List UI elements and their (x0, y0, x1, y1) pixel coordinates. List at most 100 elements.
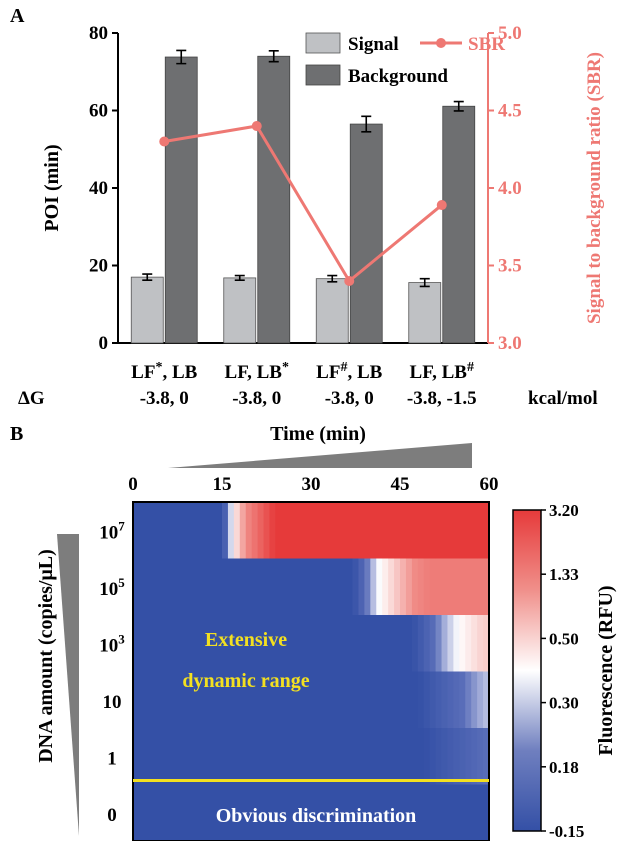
heatmap-cell (465, 728, 472, 785)
heatmap-cell (400, 502, 407, 559)
heatmap-cell (233, 558, 241, 616)
heatmap-cell (376, 558, 383, 616)
heatmap-cell (435, 615, 442, 672)
heatmap-cell (180, 558, 187, 616)
sbr-line (164, 124, 443, 284)
heatmap-cell (328, 502, 336, 559)
heatmap-cell (429, 615, 436, 672)
bar-background (257, 55, 291, 344)
heatmap-cell (364, 728, 371, 785)
heatmap-cell (222, 558, 229, 616)
heatmap-cell (346, 671, 353, 729)
bar-signal (315, 278, 349, 344)
heatmap-cell (133, 502, 140, 559)
heatmap-cell (311, 728, 318, 785)
legend-marker-sbr (436, 38, 446, 48)
heatmap-cell (299, 671, 306, 729)
heatmap-cell (204, 728, 211, 785)
heatmap-cell (465, 784, 472, 842)
heatmap-cell (471, 784, 478, 842)
error-bar-signal (142, 273, 153, 282)
heatmap-cell (477, 784, 484, 842)
heatmap-cell (192, 784, 199, 842)
heatmap-cell (133, 615, 140, 672)
heatmap-cell (340, 615, 347, 672)
heatmap-cell (257, 502, 264, 559)
heatmap-cell (216, 502, 223, 559)
heatmap-cell (287, 784, 294, 842)
heatmap-cell (198, 671, 205, 729)
dna-axis-title: DNA amount (copies/μL) (35, 549, 57, 763)
heatmap-cell (269, 615, 276, 672)
heatmap-cell (138, 502, 146, 559)
heatmap-cell (156, 502, 164, 559)
heatmap-cell (358, 728, 365, 785)
heatmap-cell (423, 558, 431, 616)
heatmap-cell (245, 502, 253, 559)
heatmap-cell (364, 502, 371, 559)
heatmap-cell (358, 502, 365, 559)
heatmap-cell (150, 671, 158, 729)
heatmap-cell (465, 671, 472, 729)
time-axis-title: Time (min) (270, 423, 366, 445)
heatmap-cell (483, 728, 490, 785)
heatmap-cell (269, 784, 276, 842)
heatmap-cell (156, 784, 164, 842)
heatmap-cell (405, 615, 413, 672)
heatmap-cell (305, 784, 312, 842)
heatmap-cell (453, 784, 460, 842)
heatmap-cell (257, 728, 264, 785)
delta-g-label: ΔG (18, 388, 45, 409)
heatmap-cell (358, 671, 365, 729)
heatmap-cell (423, 671, 431, 729)
heatmap-cell (186, 502, 193, 559)
heatmap-cell (251, 671, 258, 729)
heatmap-cell (358, 615, 365, 672)
bar-background (349, 123, 383, 344)
heatmap-cell (311, 558, 318, 616)
heatmap-cell (263, 502, 270, 559)
heatmap-cell (322, 615, 330, 672)
legend-label-sbr: SBR (468, 34, 505, 55)
heatmap-cell (388, 615, 395, 672)
heatmap-cell (210, 558, 217, 616)
heatmap-cell (204, 502, 211, 559)
heatmap-cell (186, 615, 193, 672)
heatmap-cell (168, 728, 175, 785)
heatmap-cell (364, 558, 371, 616)
heatmap-cell (382, 784, 389, 842)
heatmap-cell (417, 502, 425, 559)
heatmap-cell (275, 615, 282, 672)
legend-swatch-signal (305, 32, 341, 54)
heatmap-cell (281, 671, 288, 729)
panel-a-bar-chart: 0 20 40 60 80 3.0 3.5 4.0 4.5 5.0 POI (min) Signal … (18, 23, 605, 409)
heatmap-cell (275, 502, 282, 559)
y-axis-title: POI (min) (41, 144, 63, 231)
heatmap-cell (257, 784, 264, 842)
heatmap-cell (144, 558, 152, 616)
x-tick-label: 15 (213, 474, 232, 495)
heatmap-cell (358, 558, 365, 616)
heatmap-cell (376, 615, 383, 672)
heatmap-cell (287, 728, 294, 785)
error-bar-background (176, 49, 187, 65)
delta-g-value: -3.8, 0 (325, 388, 374, 409)
heatmap-cell (174, 615, 181, 672)
heatmap-cell (316, 728, 324, 785)
heatmap-cell (441, 671, 448, 729)
heatmap-cell (311, 784, 318, 842)
heatmap-cell (162, 671, 169, 729)
legend-label-background: Background (348, 66, 448, 87)
heatmap-cell (340, 558, 347, 616)
heatmap-cell (293, 615, 300, 672)
error-bar-background (268, 50, 279, 63)
heatmap-cell (316, 671, 324, 729)
heatmap-cell (192, 671, 199, 729)
heatmap-cell (322, 728, 330, 785)
heatmap-cell (382, 558, 389, 616)
heatmap-cell (233, 615, 241, 672)
heatmap-cell (192, 615, 199, 672)
y2-tick-label: 5.0 (498, 23, 522, 44)
heatmap-cell (429, 558, 436, 616)
heatmap-cell (435, 558, 442, 616)
